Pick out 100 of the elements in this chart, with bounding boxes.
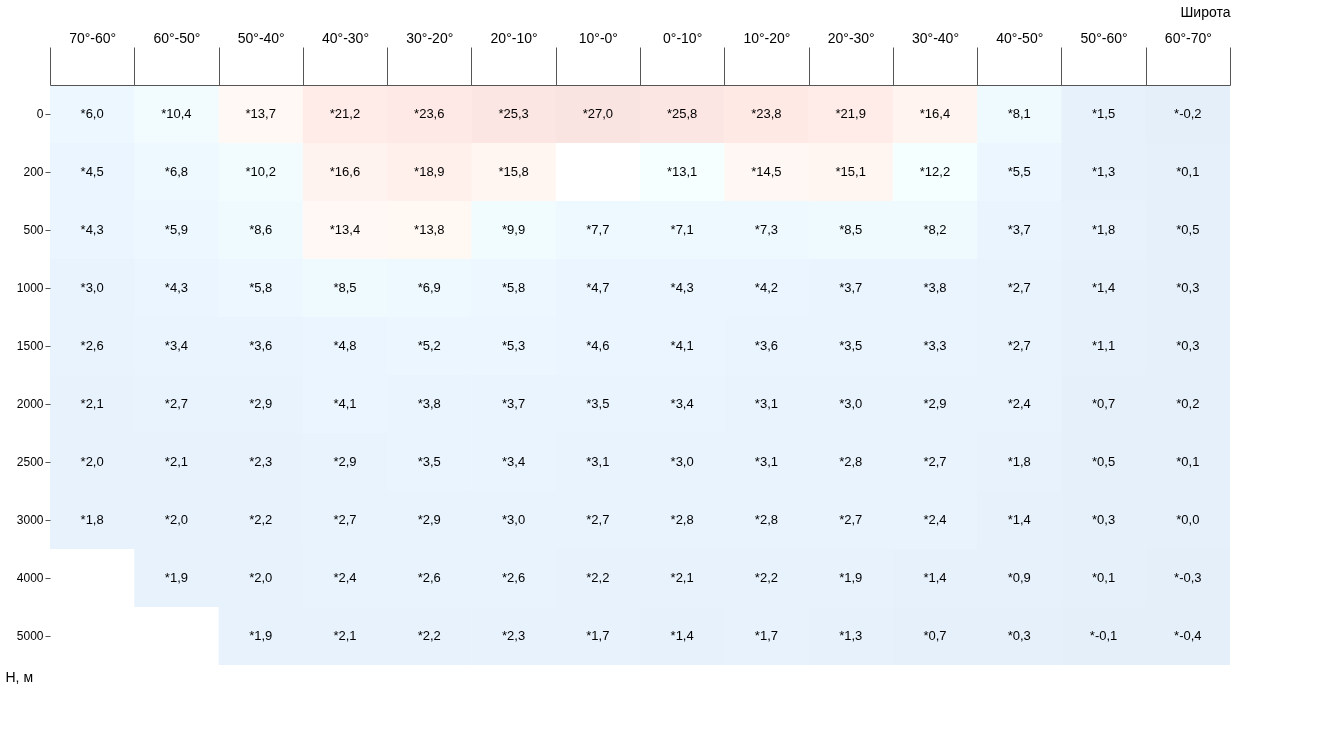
x-tick-label: 20°-10° bbox=[490, 29, 538, 46]
data-label: *3,4 bbox=[164, 338, 188, 353]
y-tick-label: 3000 bbox=[16, 513, 44, 527]
data-label: *27,0 bbox=[582, 106, 614, 121]
data-label: *4,6 bbox=[586, 338, 610, 353]
data-label: *0,0 bbox=[1176, 512, 1200, 527]
data-label: *3,0 bbox=[502, 512, 526, 527]
data-label: *7,3 bbox=[754, 222, 778, 237]
data-label: *-0,3 bbox=[1174, 570, 1202, 585]
data-label: *2,7 bbox=[1007, 338, 1031, 353]
x-tick-label: 30°-20° bbox=[406, 29, 454, 46]
data-label: *23,6 bbox=[414, 106, 445, 121]
data-label: *5,3 bbox=[502, 338, 526, 353]
data-label: *1,9 bbox=[839, 570, 863, 585]
data-label: *1,3 bbox=[1092, 164, 1116, 179]
data-label: *12,2 bbox=[919, 164, 951, 179]
data-label: *1,4 bbox=[923, 570, 947, 585]
data-label: *2,7 bbox=[923, 454, 947, 469]
data-label: *3,1 bbox=[586, 454, 610, 469]
data-label: *10,4 bbox=[161, 106, 192, 121]
data-label: *3,6 bbox=[754, 338, 778, 353]
data-label: *4,8 bbox=[333, 338, 357, 353]
data-label: *1,9 bbox=[249, 628, 273, 643]
data-label: *3,4 bbox=[670, 396, 694, 411]
data-label: *-0,1 bbox=[1089, 628, 1118, 643]
data-label: *3,6 bbox=[249, 338, 273, 353]
x-tick-label: 10°-0° bbox=[578, 29, 618, 46]
y-tick-label: 0 bbox=[36, 107, 44, 121]
y-tick-label: 500 bbox=[23, 223, 44, 237]
data-label: *2,3 bbox=[502, 628, 526, 643]
x-tick-label: 50°-40° bbox=[237, 29, 285, 46]
y-tick-label: 4000 bbox=[16, 571, 44, 585]
data-label: *3,0 bbox=[670, 454, 694, 469]
data-label: *3,3 bbox=[923, 338, 947, 353]
data-label: *2,2 bbox=[754, 570, 778, 585]
x-tick-label: 50°-60° bbox=[1080, 29, 1128, 46]
data-label: *2,2 bbox=[417, 628, 441, 643]
data-label: *2,9 bbox=[249, 396, 273, 411]
data-label: *2,2 bbox=[586, 570, 610, 585]
data-label: *2,8 bbox=[839, 454, 863, 469]
data-label: *0,1 bbox=[1092, 570, 1116, 585]
data-label: *1,7 bbox=[754, 628, 778, 643]
data-label: *5,8 bbox=[249, 280, 273, 295]
data-label: *4,3 bbox=[80, 222, 104, 237]
data-label: *1,8 bbox=[80, 512, 104, 527]
data-label: *0,7 bbox=[1092, 396, 1116, 411]
data-label: *16,4 bbox=[919, 106, 951, 121]
data-label: *3,0 bbox=[80, 280, 104, 295]
data-label: *5,8 bbox=[502, 280, 526, 295]
y-tick-label: 2500 bbox=[16, 455, 44, 469]
data-label: *6,0 bbox=[80, 106, 104, 121]
data-label: *1,3 bbox=[839, 628, 863, 643]
data-label: *1,1 bbox=[1092, 338, 1116, 353]
data-label: *1,5 bbox=[1092, 106, 1116, 121]
data-label: *3,5 bbox=[839, 338, 863, 353]
data-label: *5,2 bbox=[417, 338, 441, 353]
data-label: *1,4 bbox=[1007, 512, 1031, 527]
data-label: *14,5 bbox=[751, 164, 782, 179]
data-label: *8,5 bbox=[333, 280, 357, 295]
data-label: *13,8 bbox=[414, 222, 445, 237]
y-tick-label: 1500 bbox=[16, 339, 44, 353]
data-label: *4,2 bbox=[754, 280, 778, 295]
data-label: *0,9 bbox=[1007, 570, 1031, 585]
data-label: *3,7 bbox=[1007, 222, 1031, 237]
data-label: *1,7 bbox=[586, 628, 610, 643]
data-label: *2,9 bbox=[923, 396, 947, 411]
data-label: *3,8 bbox=[417, 396, 441, 411]
data-label: *4,1 bbox=[670, 338, 694, 353]
x-tick-label: 60°-50° bbox=[153, 29, 201, 46]
data-label: *13,7 bbox=[245, 106, 276, 121]
data-label: *5,5 bbox=[1007, 164, 1031, 179]
data-label: *0,2 bbox=[1176, 396, 1200, 411]
data-label: *8,1 bbox=[1007, 106, 1031, 121]
data-label: *25,3 bbox=[498, 106, 529, 121]
data-label: *1,9 bbox=[164, 570, 188, 585]
data-label: *1,8 bbox=[1007, 454, 1031, 469]
data-label: *2,1 bbox=[80, 396, 104, 411]
data-label: *0,7 bbox=[923, 628, 947, 643]
data-label: *13,1 bbox=[666, 164, 698, 179]
data-label: *8,6 bbox=[249, 222, 273, 237]
data-label: *2,7 bbox=[586, 512, 610, 527]
data-label: *2,8 bbox=[754, 512, 778, 527]
data-label: *4,1 bbox=[333, 396, 357, 411]
data-label: *16,6 bbox=[329, 164, 361, 179]
data-label: *0,3 bbox=[1092, 512, 1116, 527]
data-label: *0,1 bbox=[1176, 164, 1200, 179]
data-label: *0,3 bbox=[1007, 628, 1031, 643]
data-label: *3,4 bbox=[502, 454, 526, 469]
data-label: *21,9 bbox=[835, 106, 866, 121]
data-label: *23,8 bbox=[751, 106, 782, 121]
y-tick-label: 1000 bbox=[16, 281, 44, 295]
data-label: *3,5 bbox=[586, 396, 610, 411]
data-label: *0,3 bbox=[1176, 280, 1200, 295]
data-label: *15,8 bbox=[498, 164, 529, 179]
data-label: *8,2 bbox=[923, 222, 947, 237]
data-label: *3,1 bbox=[754, 454, 778, 469]
x-tick-label: 40°-50° bbox=[996, 29, 1044, 46]
data-label: *3,5 bbox=[417, 454, 441, 469]
data-label: *2,6 bbox=[80, 338, 104, 353]
data-label: *5,9 bbox=[164, 222, 188, 237]
